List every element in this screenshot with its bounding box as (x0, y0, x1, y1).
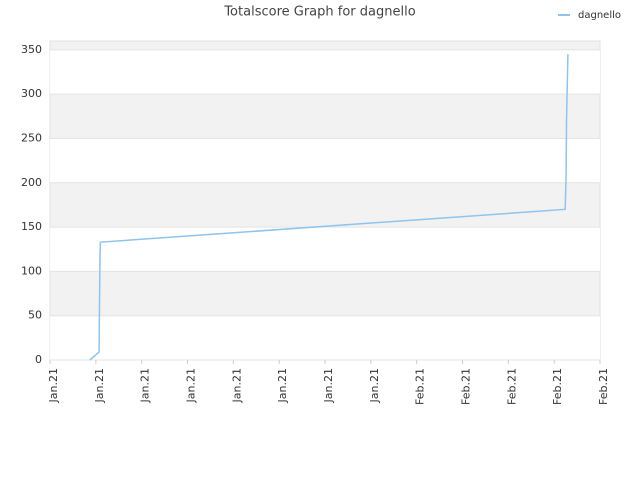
x-tick-label: Jan.21 (322, 368, 335, 403)
x-tick-label: Feb.21 (460, 368, 473, 405)
x-tick-label: Jan.21 (93, 368, 106, 403)
chart-title: Totalscore Graph for dagnello (223, 5, 415, 20)
grid-band (50, 227, 600, 272)
x-tick-label: Jan.21 (139, 368, 152, 403)
x-tick-label: Feb.21 (414, 368, 427, 405)
y-tick-label: 0 (35, 353, 42, 366)
grid-band (50, 138, 600, 183)
x-tick-label: Jan.21 (47, 368, 60, 403)
x-tick-label: Feb.21 (551, 368, 564, 405)
legend-label: dagnello (578, 10, 621, 21)
y-tick-label: 200 (21, 176, 42, 189)
x-tick-label: Jan.21 (368, 368, 381, 403)
x-tick-label: Jan.21 (276, 368, 289, 403)
y-tick-label: 50 (28, 309, 42, 322)
grid-band (50, 315, 600, 360)
x-tick-label: Jan.21 (230, 368, 243, 403)
x-tick-label: Jan.21 (185, 368, 198, 403)
y-tick-label: 250 (21, 131, 42, 144)
y-tick-label: 150 (21, 220, 42, 233)
grid-band (50, 49, 600, 95)
y-tick-label: 350 (21, 43, 42, 56)
x-tick-label: Feb.21 (505, 368, 518, 405)
x-tick-label: Feb.21 (597, 368, 610, 405)
series-line (89, 54, 569, 361)
y-tick-label: 100 (21, 264, 42, 277)
y-tick-label: 300 (21, 87, 42, 100)
